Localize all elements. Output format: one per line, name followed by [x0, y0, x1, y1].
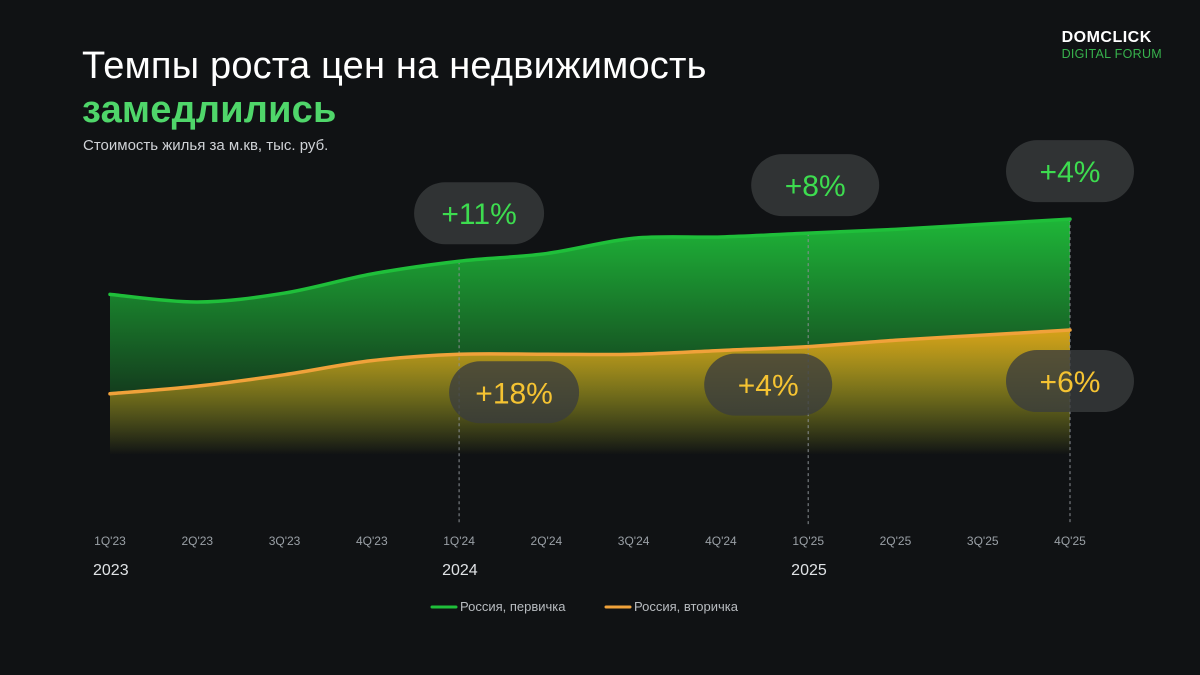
growth-label-bubble	[1006, 140, 1134, 203]
year-label: 2024	[442, 562, 478, 579]
x-tick-label: 2Q'25	[880, 534, 912, 548]
x-tick-label: 4Q'23	[356, 534, 388, 548]
growth-label-bubble	[704, 353, 833, 416]
legend-label: Россия, вторичка	[634, 599, 739, 614]
x-tick-label: 1Q'25	[792, 534, 824, 548]
page-title: Темпы роста цен на недвижимость замедлил…	[82, 44, 707, 132]
title-line-1: Темпы роста цен на недвижимость	[82, 45, 707, 87]
x-tick-label: 3Q'24	[618, 534, 650, 548]
growth-label-1: +11%	[414, 182, 545, 245]
logo-event-name: DIGITAL FORUM	[1061, 47, 1162, 61]
growth-label-3: +4%	[1006, 140, 1134, 203]
growth-label-text: +11%	[441, 198, 516, 231]
line-series-2	[108, 328, 1072, 396]
growth-label-4: +18%	[449, 361, 580, 424]
growth-label-bubble	[414, 182, 545, 245]
line-series-1	[108, 217, 1072, 304]
growth-label-2: +8%	[751, 154, 880, 217]
x-tick-label: 4Q'24	[705, 534, 737, 548]
growth-label-bubble	[751, 154, 880, 217]
logo-wordmark: DOMCLICK	[1061, 29, 1152, 46]
title-line-2-accent: замедлились	[82, 89, 337, 131]
legend-label: Россия, первичка	[460, 599, 566, 614]
x-tick-label: 4Q'25	[1054, 534, 1086, 548]
legend-item-2: Россия, вторичка	[604, 599, 739, 614]
x-tick-label: 2Q'23	[181, 534, 213, 548]
growth-label-text: +8%	[785, 170, 846, 203]
growth-label-text: +4%	[738, 370, 799, 403]
growth-label-6: +6%	[1006, 350, 1134, 413]
area-series-2	[110, 330, 1070, 455]
legend-item-1: Россия, первичка	[430, 599, 566, 614]
year-label: 2023	[93, 562, 129, 579]
brand-logo: DOMCLICK DIGITAL FORUM	[1062, 30, 1162, 61]
growth-label-text: +18%	[475, 377, 553, 410]
growth-label-bubble	[449, 361, 580, 424]
growth-label-text: +6%	[1040, 366, 1101, 399]
x-tick-label: 2Q'24	[531, 534, 563, 548]
growth-label-bubble	[1006, 350, 1134, 413]
x-tick-label: 1Q'24	[443, 534, 475, 548]
x-tick-label: 3Q'25	[967, 534, 999, 548]
year-label: 2025	[791, 562, 827, 579]
x-tick-label: 1Q'23	[94, 534, 126, 548]
chart-subtitle: Стоимость жилья за м.кв, тыс. руб.	[83, 137, 329, 154]
x-tick-label: 3Q'23	[269, 534, 301, 548]
growth-label-5: +4%	[704, 353, 833, 416]
growth-label-text: +4%	[1040, 156, 1101, 189]
